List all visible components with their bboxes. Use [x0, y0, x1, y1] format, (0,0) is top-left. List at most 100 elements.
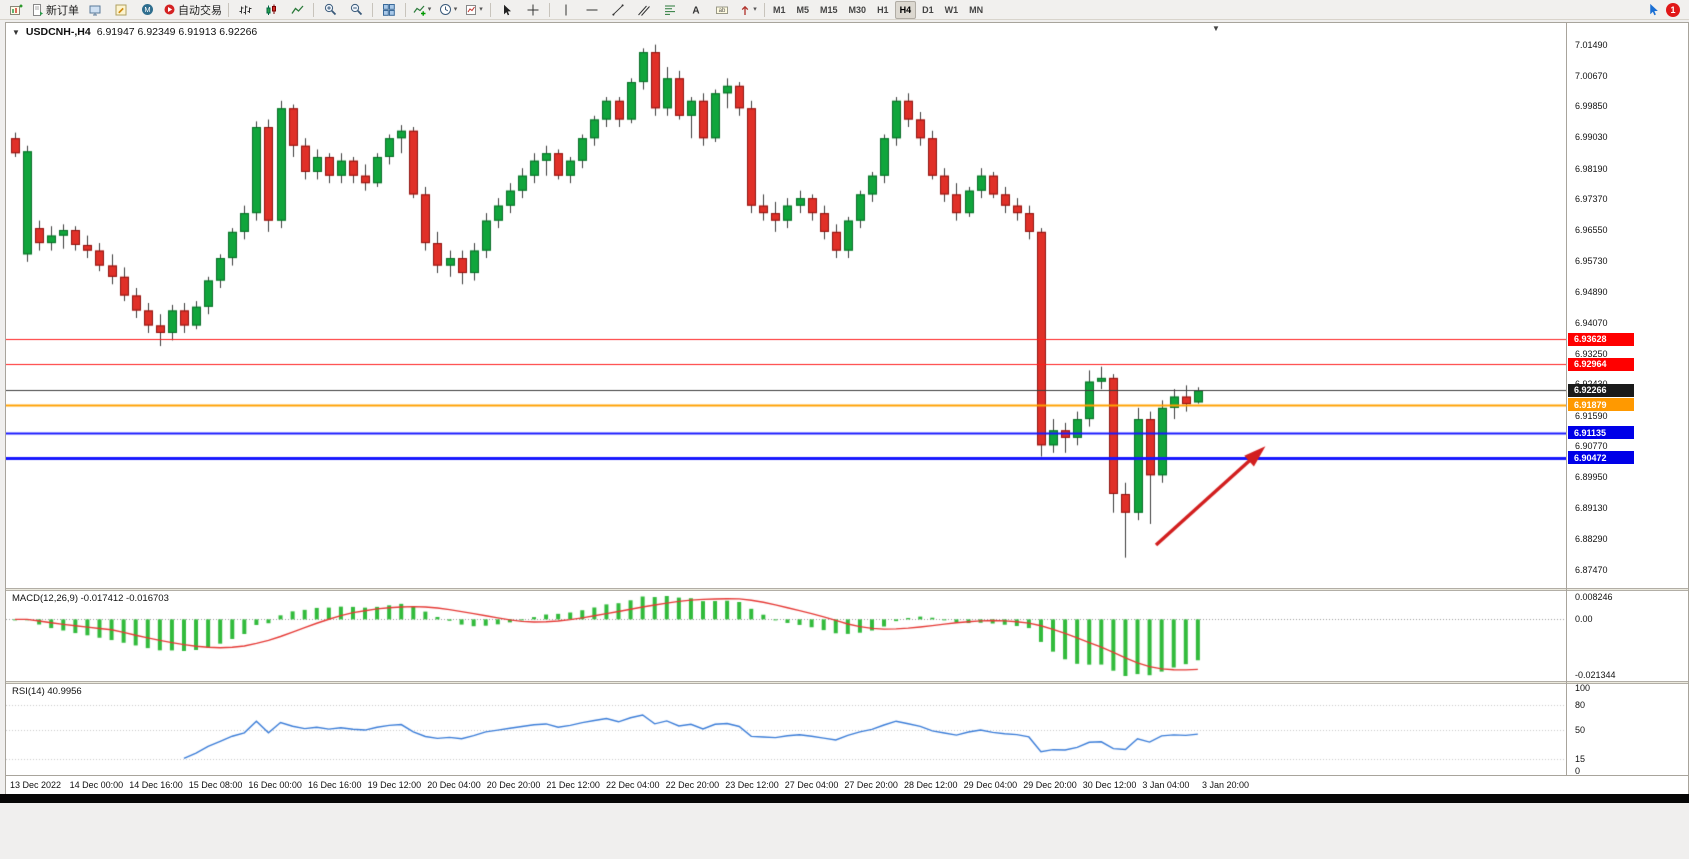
timeframe-h1-button[interactable]: H1 [877, 4, 889, 15]
chart-window: ▼ USDCNH-,H4 6.91947 6.92349 6.91913 6.9… [5, 22, 1689, 795]
timeframe-h4-button[interactable]: H4 [894, 0, 917, 19]
price-axis[interactable]: 7.01490 7.00670 6.99850 6.99030 6.98190 6.973… [1567, 23, 1688, 792]
dropdown-caret: ▾ [479, 6, 483, 13]
price-chart-canvas[interactable] [6, 23, 1566, 588]
bottom-strip [0, 794, 1689, 803]
price-tick: 6.89950 [1575, 472, 1608, 483]
timeframe-w1-button[interactable]: W1 [944, 4, 959, 15]
price-tick: 7.01490 [1575, 40, 1608, 50]
bar-chart-button[interactable] [232, 0, 258, 20]
time-label: 16 Dec 00:00 [248, 780, 302, 790]
dropdown-caret: ▾ [453, 6, 458, 13]
timeframe-mn-button[interactable]: MN [969, 4, 984, 15]
dropdown-caret: ▾ [753, 6, 757, 13]
profiles-icon [89, 5, 101, 15]
cursor-icon [504, 4, 511, 15]
price-axis-separator [1566, 23, 1567, 792]
price-tag-6.90472[interactable]: 6.90472 [1568, 451, 1634, 465]
price-tick: 6.97370 [1575, 194, 1608, 205]
pane-separator[interactable] [6, 681, 1688, 684]
auto-trading-button[interactable]: 自动交易 [160, 0, 225, 20]
text-label-icon: ab [716, 6, 728, 14]
crosshair-icon [527, 4, 539, 15]
crosshair-button[interactable] [520, 0, 546, 20]
price-tick: 6.87470 [1575, 565, 1608, 575]
fibonacci-button[interactable] [657, 0, 683, 20]
auto-trading-label: 自动交易 [178, 4, 222, 17]
text-button[interactable]: A [683, 0, 709, 20]
channel-button[interactable] [631, 0, 657, 20]
horizontal-line-button[interactable] [579, 0, 605, 20]
profiles-button[interactable] [82, 0, 108, 20]
macd-canvas[interactable] [6, 591, 1566, 681]
rsi-axis-level: 50 [1575, 724, 1586, 735]
text-label-button[interactable]: ab [709, 0, 735, 20]
channel-icon [638, 5, 650, 16]
cursor-button[interactable] [494, 0, 520, 20]
bar-chart-icon [239, 5, 251, 14]
time-label: 13 Dec 2022 [10, 780, 62, 790]
time-axis[interactable]: 13 Dec 2022 14 Dec 00:00 14 Dec 16:00 15 De… [6, 775, 1688, 792]
arrow-tool-icon [741, 5, 749, 15]
price-tick: 6.93250 [1575, 348, 1608, 359]
macd-axis-min: -0.021344 [1575, 670, 1616, 680]
dropdown-caret: ▾ [427, 6, 432, 13]
zoom-out-button[interactable] [343, 0, 369, 20]
price-tick: 6.89130 [1575, 502, 1608, 513]
new-chart-button[interactable] [3, 0, 29, 20]
timeframe-d1-button[interactable]: D1 [922, 4, 934, 15]
rsi-axis-level: 100 [1575, 683, 1591, 693]
price-tag-6.91135[interactable]: 6.91135 [1568, 426, 1634, 440]
price-tag-6.93628[interactable]: 6.93628 [1568, 332, 1634, 346]
time-label: 30 Dec 12:00 [1082, 780, 1137, 790]
price-tick: 6.95730 [1575, 255, 1608, 266]
new-order-icon [33, 3, 43, 16]
templates-button[interactable]: ▾ [461, 0, 487, 20]
time-label: 3 Jan 04:00 [1142, 780, 1190, 790]
candlestick-chart-button[interactable] [258, 0, 284, 20]
timeframe-m30-button[interactable]: M30 [848, 4, 867, 15]
one-click-collapse-arrow[interactable]: ▼ [12, 27, 20, 37]
main-toolbar: 新订单 M 自动交易 [0, 0, 1689, 20]
zoom-out-icon [350, 3, 362, 16]
time-label: 29 Dec 04:00 [963, 780, 1018, 790]
price-tag-6.92266[interactable]: 6.92266 [1568, 383, 1634, 397]
rsi-axis-level: 80 [1575, 699, 1586, 710]
metaquotes-button[interactable]: M [134, 0, 160, 20]
timeframe-m1-button[interactable]: M1 [773, 4, 786, 15]
price-tick: 6.91590 [1575, 410, 1608, 421]
macd-label: MACD(12,26,9) -0.017412 -0.016703 [12, 593, 169, 604]
chart-shift-marker[interactable]: ▼ [1212, 24, 1220, 33]
line-chart-button[interactable] [284, 0, 310, 20]
pointer-icon[interactable] [1647, 3, 1660, 16]
timeframe-m5-button[interactable]: M5 [796, 4, 810, 15]
timeframe-m15-button[interactable]: M15 [820, 4, 838, 15]
new-chart-icon [9, 4, 22, 15]
toolbar-separator [764, 2, 765, 17]
notification-badge[interactable]: 1 [1666, 2, 1680, 17]
vertical-line-button[interactable] [553, 0, 579, 20]
auto-trading-icon [164, 4, 175, 15]
metaeditor-button[interactable] [108, 0, 134, 20]
price-tick: 7.00670 [1575, 70, 1608, 81]
time-label: 29 Dec 20:00 [1023, 780, 1077, 790]
price-tick: 6.88290 [1575, 534, 1608, 545]
new-order-button[interactable]: 新订单 [29, 0, 82, 20]
price-tag-6.92964[interactable]: 6.92964 [1568, 357, 1634, 371]
pane-separator[interactable] [6, 588, 1688, 591]
rsi-axis-level: 0 [1575, 766, 1581, 776]
chart-title: ▼ USDCNH-,H4 6.91947 6.92349 6.91913 6.9… [12, 26, 257, 38]
periods-dropdown-button[interactable]: ▾ [435, 0, 461, 20]
time-label: 27 Dec 20:00 [844, 780, 898, 790]
arrows-button[interactable]: ▾ [735, 0, 761, 20]
price-tag-6.91879[interactable]: 6.91879 [1568, 398, 1634, 412]
indicators-button[interactable]: ▾ [409, 0, 435, 20]
time-label: 19 Dec 12:00 [367, 780, 422, 790]
time-label: 20 Dec 04:00 [427, 780, 481, 790]
tile-windows-button[interactable] [376, 0, 402, 20]
zoom-in-button[interactable] [317, 0, 343, 20]
toolbar-separator [313, 2, 314, 17]
rsi-canvas[interactable] [6, 684, 1566, 775]
trendline-button[interactable] [605, 0, 631, 20]
